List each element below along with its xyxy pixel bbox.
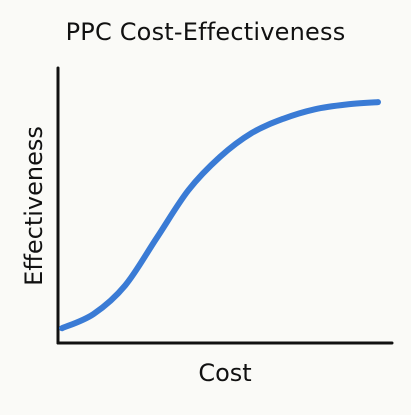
series-line-0 [59, 99, 381, 332]
series-layer [59, 99, 381, 332]
chart-title: PPC Cost-Effectiveness [65, 18, 346, 46]
axes [56, 66, 394, 345]
y-axis-label: Effectiveness [20, 126, 48, 286]
x-axis-label: Cost [198, 359, 251, 387]
